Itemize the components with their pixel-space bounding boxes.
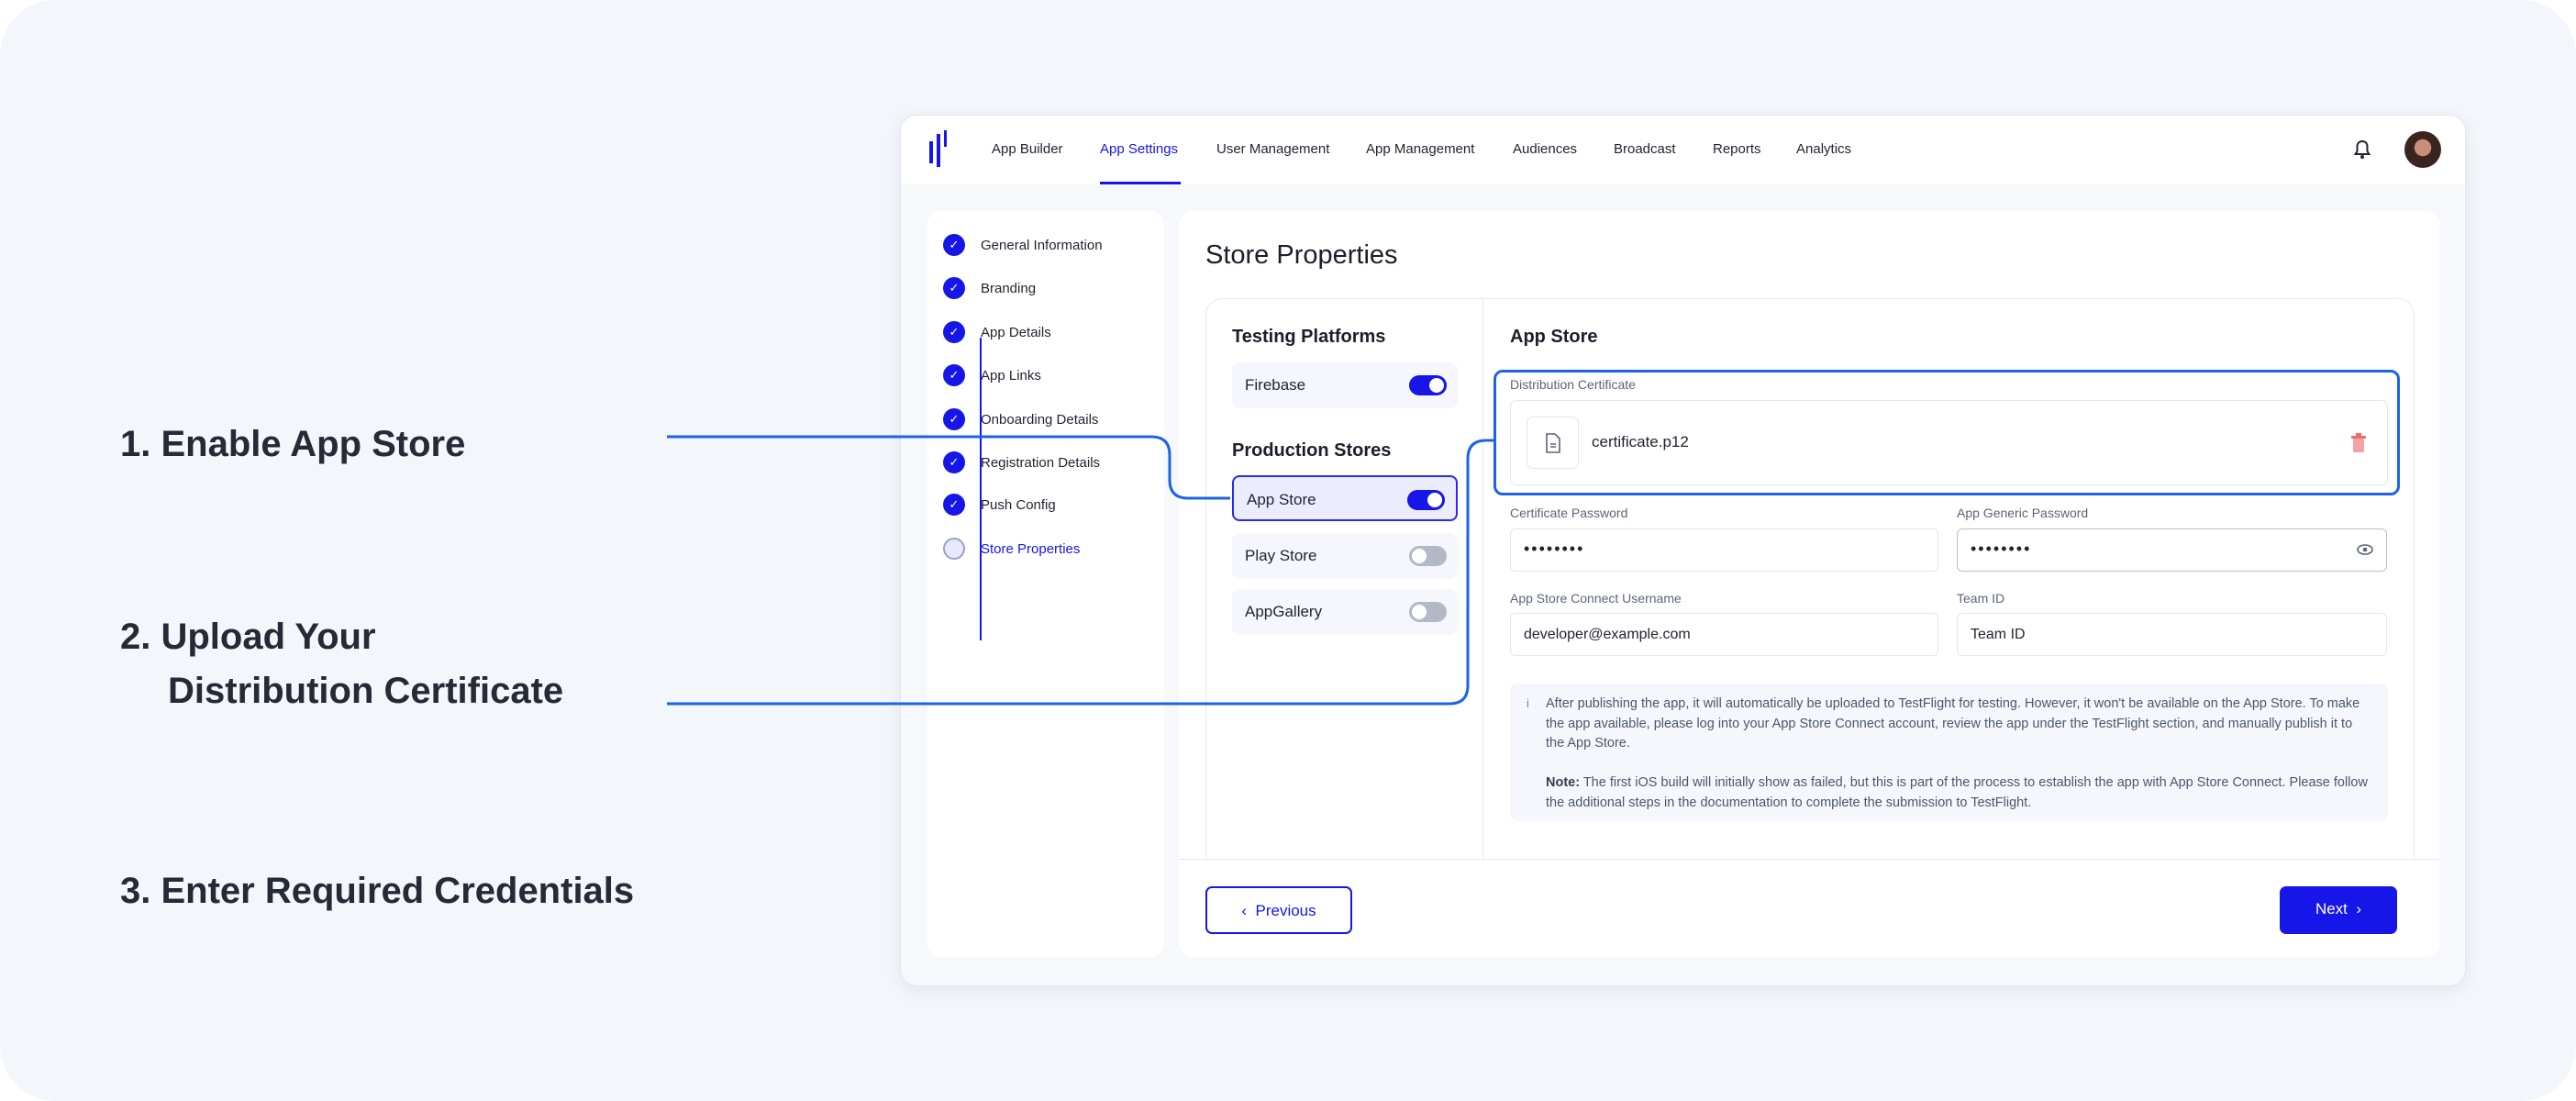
generic-password-value: ••••••••: [1971, 539, 2032, 558]
info-icon: i: [1527, 696, 1529, 710]
sidebar-step-label: App Details: [981, 325, 1051, 340]
info-box: i After publishing the app, it will auto…: [1510, 684, 2388, 821]
annotation-step-2-line1: 2. Upload Your: [120, 617, 376, 657]
check-icon: ✓: [943, 494, 965, 516]
page-title: Store Properties: [1205, 240, 1398, 270]
sidebar-step-branding[interactable]: ✓ Branding: [927, 274, 1164, 302]
check-icon: ✓: [943, 408, 965, 430]
footer-divider: [1179, 859, 2439, 860]
nav-audiences[interactable]: Audiences: [1513, 141, 1578, 157]
active-tab-indicator: [1100, 182, 1181, 184]
column-divider: [1482, 299, 1483, 860]
note-label: Note:: [1546, 775, 1581, 790]
generic-password-input[interactable]: ••••••••: [1957, 528, 2387, 572]
check-icon: ✓: [943, 451, 965, 473]
nav-analytics[interactable]: Analytics: [1796, 141, 1852, 157]
annotation-step-1: 1. Enable App Store: [120, 424, 466, 464]
chevron-right-icon: ›: [2347, 900, 2362, 918]
trash-icon[interactable]: [2350, 433, 2367, 453]
certificate-password-label: Certificate Password: [1510, 506, 1628, 520]
previous-button[interactable]: ‹ Previous: [1205, 886, 1352, 934]
platform-appgallery[interactable]: AppGallery: [1232, 589, 1458, 635]
setup-steps-sidebar: ✓ General Information ✓ Branding ✓ App Detail…: [927, 211, 1164, 957]
note-text: Note: The first iOS build will initially…: [1546, 773, 2371, 813]
sidebar-step-onboarding-details[interactable]: ✓ Onboarding Details: [927, 406, 1164, 433]
bell-icon[interactable]: [2354, 139, 2371, 160]
generic-password-label: App Generic Password: [1957, 506, 2089, 520]
sidebar-step-general-information[interactable]: ✓ General Information: [927, 231, 1164, 259]
platform-label: Firebase: [1245, 376, 1306, 394]
next-label: Next: [2315, 900, 2348, 918]
sidebar-step-registration-details[interactable]: ✓ Registration Details: [927, 449, 1164, 476]
current-step-icon: [943, 538, 965, 560]
main-panel: Store Properties Testing Platforms Produ…: [1179, 211, 2439, 957]
note-body: The first iOS build will initially show …: [1546, 775, 2368, 810]
sidebar-step-app-links[interactable]: ✓ App Links: [927, 361, 1164, 389]
top-nav: App Builder App Settings User Management…: [901, 116, 2465, 184]
sidebar-step-label: App Links: [981, 368, 1041, 384]
eye-icon[interactable]: [2357, 543, 2373, 556]
certificate-highlight: [1493, 370, 2400, 495]
step-progress-line: [980, 338, 982, 640]
production-stores-heading: Production Stores: [1232, 440, 1392, 461]
platform-app-store[interactable]: App Store: [1232, 475, 1458, 521]
connector-step-2: [667, 439, 1493, 706]
annotation-step-2-line2: Distribution Certificate: [168, 671, 564, 711]
user-avatar[interactable]: [2404, 131, 2441, 168]
sidebar-step-store-properties[interactable]: Store Properties: [927, 535, 1164, 562]
sidebar-step-label: Store Properties: [981, 541, 1081, 557]
info-text: After publishing the app, it will automa…: [1546, 696, 2360, 751]
store-settings-card: Testing Platforms Production Stores Fire…: [1205, 298, 2415, 860]
username-label: App Store Connect Username: [1510, 591, 1682, 606]
sidebar-step-label: Registration Details: [981, 455, 1101, 471]
nav-broadcast[interactable]: Broadcast: [1614, 141, 1676, 157]
file-icon-box: [1527, 417, 1579, 469]
check-icon: ✓: [943, 364, 965, 386]
team-id-label: Team ID: [1957, 591, 2005, 606]
logo-icon: [929, 130, 947, 167]
platform-toggle[interactable]: [1409, 602, 1447, 622]
nav-reports[interactable]: Reports: [1713, 141, 1761, 157]
distribution-certificate-label: Distribution Certificate: [1510, 377, 1636, 392]
next-button[interactable]: Next ›: [2280, 886, 2397, 934]
username-input[interactable]: developer@example.com: [1510, 613, 1938, 656]
sidebar-step-label: Branding: [981, 281, 1037, 296]
sidebar-step-label: Onboarding Details: [981, 412, 1099, 428]
platform-label: Play Store: [1245, 547, 1317, 564]
sidebar-step-push-config[interactable]: ✓ Push Config: [927, 491, 1164, 518]
check-icon: ✓: [943, 277, 965, 299]
platform-label: AppGallery: [1245, 603, 1323, 620]
platform-toggle[interactable]: [1409, 375, 1447, 395]
nav-app-settings[interactable]: App Settings: [1100, 141, 1179, 157]
team-id-input[interactable]: Team ID: [1957, 613, 2387, 656]
check-icon: ✓: [943, 234, 965, 256]
platform-label: App Store: [1247, 491, 1316, 508]
certificate-filename: certificate.p12: [1592, 433, 1689, 450]
platform-toggle[interactable]: [1409, 546, 1447, 566]
sidebar-step-label: Push Config: [981, 497, 1056, 513]
app-window: App Builder App Settings User Management…: [900, 115, 2466, 986]
nav-user-management[interactable]: User Management: [1216, 141, 1330, 157]
sidebar-step-app-details[interactable]: ✓ App Details: [927, 318, 1164, 346]
file-icon: [1546, 433, 1560, 453]
testing-platforms-heading: Testing Platforms: [1232, 327, 1386, 347]
platform-firebase[interactable]: Firebase: [1232, 362, 1458, 408]
chevron-left-icon: ‹: [1241, 902, 1256, 919]
certificate-password-input[interactable]: ••••••••: [1510, 528, 1938, 572]
check-icon: ✓: [943, 321, 965, 343]
annotation-step-3: 3. Enter Required Credentials: [120, 871, 635, 911]
app-store-heading: App Store: [1510, 327, 1598, 347]
connector-step-1: [667, 435, 1230, 500]
certificate-file-row: certificate.p12: [1510, 400, 2388, 485]
nav-app-management[interactable]: App Management: [1366, 141, 1475, 157]
sidebar-step-label: General Information: [981, 238, 1103, 253]
platform-toggle[interactable]: [1407, 490, 1445, 510]
nav-app-builder[interactable]: App Builder: [992, 141, 1063, 157]
previous-label: Previous: [1255, 902, 1316, 919]
platform-play-store[interactable]: Play Store: [1232, 533, 1458, 579]
